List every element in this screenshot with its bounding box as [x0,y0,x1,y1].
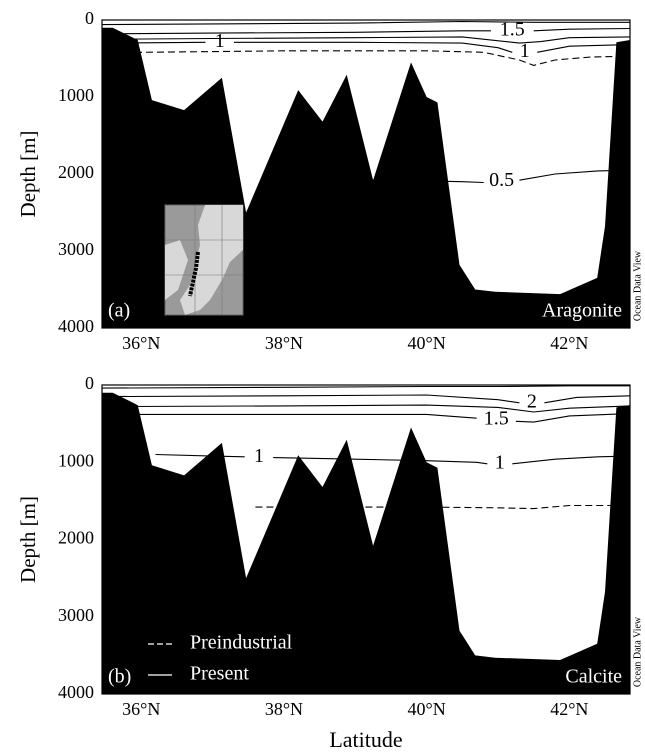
x-tick-label: 40°N [408,699,446,719]
contour-line [102,413,630,423]
y-tick-label: 0 [85,373,94,393]
y-tick-label: 4000 [58,682,94,702]
y-tick-label: 3000 [58,605,94,625]
bathymetry [102,392,630,694]
y-tick-label: 4000 [58,316,94,336]
contour-label: 1 [215,30,225,52]
panel: 2 1.5 1 1 0 1000 2000 3000 4000 36°N 38°N 40°N 42°N D… [16,373,643,752]
contour-line [102,27,630,35]
x-tick-label: 36°N [122,699,160,719]
contour-line [102,20,630,26]
x-tick-label: 40°N [408,333,446,353]
y-tick-label: 1000 [58,450,94,470]
y-tick-label: 3000 [58,239,94,259]
y-axis-label: Depth [m] [16,131,40,218]
x-tick-label: 38°N [265,699,303,719]
y-tick-label: 0 [85,8,94,28]
contour-label: 1.5 [484,407,509,429]
contour-line [102,394,630,404]
y-axis-label: Depth [m] [16,496,40,583]
x-tick-label: 38°N [265,333,303,353]
mineral-label: Aragonite [542,300,622,322]
contour-label: 1 [520,40,530,62]
x-axis-label: Latitude [329,727,402,752]
contour-line [102,385,630,389]
x-tick-label: 42°N [550,333,588,353]
contour-line [155,453,630,465]
watermark: Ocean Data View [632,250,643,321]
contour-label: 1.5 [500,18,525,40]
panel-label: (b) [108,666,131,688]
legend-label: Present [190,663,249,685]
y-tick-label: 1000 [58,85,94,105]
contour-line [102,50,630,66]
mineral-label: Calcite [565,666,622,688]
contour-label: 2 [527,390,537,412]
y-tick-label: 2000 [58,528,94,548]
y-tick-label: 2000 [58,162,94,182]
contour-label: 1 [495,451,505,473]
contour-line [102,36,630,44]
legend-label: Preindustrial [190,632,293,654]
watermark: Ocean Data View [632,616,643,687]
inset-map [164,204,244,316]
x-tick-label: 42°N [550,699,588,719]
contour-label: 1 [254,445,264,467]
panel-label: (a) [108,300,130,322]
x-tick-label: 36°N [122,333,160,353]
contour-line [102,404,630,413]
plot-area [102,385,630,694]
contour-label: 0.5 [489,169,514,191]
